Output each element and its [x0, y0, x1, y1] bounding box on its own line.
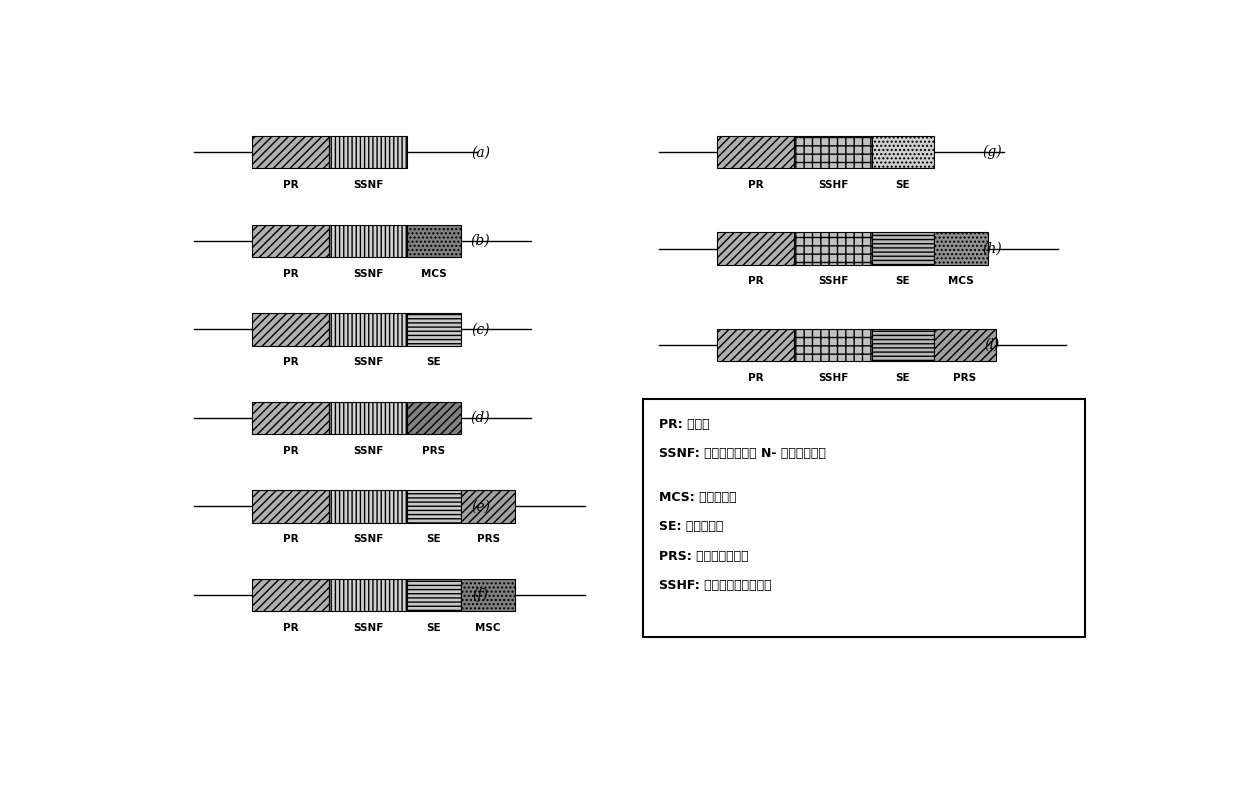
Text: (i): (i) [985, 338, 999, 352]
Text: SE: SE [895, 180, 910, 190]
Text: SE: SE [895, 276, 910, 286]
Text: SSHF: SSHF [818, 373, 848, 383]
Bar [872, 136, 934, 169]
Text: (e): (e) [471, 500, 490, 513]
Bar [252, 491, 330, 523]
Bar [330, 402, 407, 434]
Bar [330, 579, 407, 611]
Text: PR: PR [283, 358, 299, 367]
Text: SSHF: SSHF [818, 276, 848, 286]
Bar [407, 313, 461, 345]
Text: SSNF: SSNF [353, 358, 383, 367]
Text: (h): (h) [982, 241, 1002, 256]
Text: SSNF: 包括信号序列的 N- 区的多肽片段: SSNF: 包括信号序列的 N- 区的多肽片段 [658, 447, 826, 460]
Bar [252, 579, 330, 611]
Bar [872, 328, 934, 361]
Bar [330, 136, 407, 169]
Text: SSNF: SSNF [353, 180, 383, 190]
Text: (c): (c) [471, 322, 490, 337]
Bar [252, 224, 330, 257]
Bar [717, 328, 795, 361]
Bar [407, 491, 461, 523]
Bar [795, 328, 872, 361]
Bar [795, 232, 872, 265]
Bar [934, 328, 996, 361]
Bar [252, 136, 330, 169]
Bar [330, 224, 407, 257]
Text: PRS: PRS [476, 534, 500, 544]
Text: PRS: 蛋白酶识别位点: PRS: 蛋白酶识别位点 [658, 550, 749, 562]
Bar [872, 232, 934, 265]
Text: SE: SE [427, 534, 441, 544]
Text: (b): (b) [471, 234, 490, 248]
Text: PR: 启动子: PR: 启动子 [658, 418, 709, 431]
Text: (a): (a) [471, 145, 490, 159]
Text: SSHF: 信号序列的疏水片段: SSHF: 信号序列的疏水片段 [658, 579, 771, 592]
Text: MCS: MCS [422, 269, 446, 278]
Bar [407, 579, 461, 611]
Bar [644, 399, 1085, 638]
Bar [407, 402, 461, 434]
Text: MCS: MCS [949, 276, 973, 286]
Bar [330, 313, 407, 345]
Text: SE: SE [895, 373, 910, 383]
Bar [934, 232, 988, 265]
Text: PR: PR [748, 180, 764, 190]
Bar [407, 224, 461, 257]
Bar [717, 136, 795, 169]
Text: PR: PR [748, 373, 764, 383]
Text: PR: PR [283, 534, 299, 544]
Text: SSNF: SSNF [353, 623, 383, 633]
Text: SSNF: SSNF [353, 534, 383, 544]
Text: SSNF: SSNF [353, 269, 383, 278]
Text: MCS: 多克隆位点: MCS: 多克隆位点 [658, 491, 737, 504]
Text: SSHF: SSHF [818, 180, 848, 190]
Bar [252, 402, 330, 434]
Text: PR: PR [283, 180, 299, 190]
Text: SE: SE [427, 358, 441, 367]
Bar [795, 136, 872, 169]
Text: PR: PR [283, 445, 299, 456]
Text: PR: PR [748, 276, 764, 286]
Bar [461, 579, 516, 611]
Text: SE: 分泌增强子: SE: 分泌增强子 [658, 521, 723, 533]
Text: PR: PR [283, 269, 299, 278]
Text: PR: PR [283, 623, 299, 633]
Text: PRS: PRS [423, 445, 445, 456]
Text: SE: SE [427, 623, 441, 633]
Bar [461, 491, 516, 523]
Text: SSNF: SSNF [353, 445, 383, 456]
Text: PRS: PRS [954, 373, 976, 383]
Text: (d): (d) [471, 411, 490, 425]
Text: (g): (g) [982, 145, 1002, 160]
Bar [717, 232, 795, 265]
Bar [252, 313, 330, 345]
Text: (f): (f) [472, 587, 489, 602]
Text: MSC: MSC [475, 623, 501, 633]
Bar [330, 491, 407, 523]
